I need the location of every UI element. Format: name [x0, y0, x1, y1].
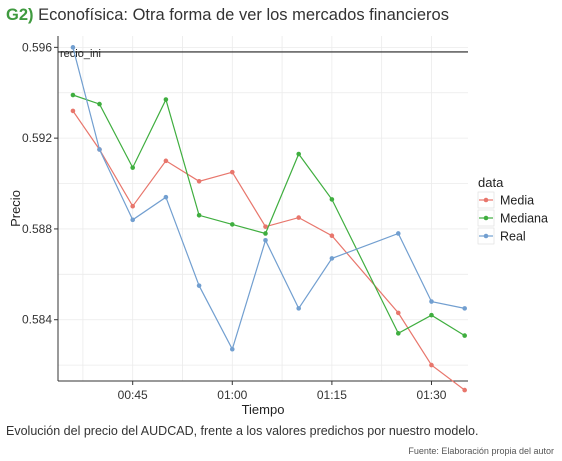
data-point-mediana [229, 222, 235, 227]
plot-panel [58, 36, 468, 381]
data-point-media [296, 215, 301, 220]
data-point-media [462, 387, 467, 393]
data-point-real [163, 194, 169, 200]
figure-tag: G2) [6, 6, 34, 24]
data-point-mediana [163, 97, 169, 102]
legend-key-point [483, 215, 489, 221]
x-axis-title: Tiempo [242, 402, 285, 417]
data-point-real [229, 346, 235, 352]
data-point-media [429, 362, 434, 368]
data-point-mediana [296, 151, 301, 157]
data-point-real [462, 306, 467, 311]
data-point-media [163, 158, 169, 164]
data-point-mediana [263, 231, 268, 236]
legend-label-mediana: Mediana [500, 212, 548, 226]
series-line-real [72, 47, 465, 351]
data-point-mediana [70, 92, 76, 98]
reference-line-label: recio_ini [60, 48, 101, 60]
series-line-media [72, 110, 466, 391]
figure-caption: Evolución del precio del AUDCAD, frente … [6, 424, 479, 438]
data-point-media [229, 169, 235, 175]
legend-key-point [483, 233, 489, 239]
data-point-real [97, 147, 102, 152]
data-point-media [70, 108, 76, 114]
data-point-media [130, 203, 135, 209]
data-point-real [429, 299, 434, 304]
data-point-mediana [97, 101, 102, 107]
data-point-media [263, 224, 268, 229]
data-point-mediana [462, 333, 467, 338]
legend-key-point [483, 197, 489, 203]
data-point-mediana [395, 331, 401, 336]
y-tick-label: 0.584 [22, 313, 52, 327]
data-point-media [196, 178, 202, 184]
data-point-mediana [329, 197, 335, 202]
figure-header: G2) Econofísica: Otra forma de ver los m… [6, 6, 449, 25]
data-point-real [263, 237, 268, 243]
x-tick-label: 01:30 [416, 388, 446, 402]
legend-title: data [478, 175, 504, 190]
figure-source: Fuente: Elaboración propia del autor [408, 446, 554, 456]
data-point-mediana [130, 165, 135, 170]
data-point-real [395, 231, 401, 236]
data-point-mediana [429, 312, 434, 318]
data-point-media [329, 233, 335, 239]
y-tick-label: 0.592 [22, 131, 52, 145]
data-point-real [196, 283, 202, 288]
data-point-real [130, 217, 135, 223]
legend-label-real: Real [500, 230, 526, 244]
series-line-mediana [72, 94, 466, 337]
x-tick-label: 00:45 [118, 388, 148, 402]
y-tick-label: 0.596 [22, 40, 52, 54]
data-point-real [70, 45, 76, 50]
y-tick-label: 0.588 [22, 222, 52, 236]
figure-title: Econofísica: Otra forma de ver los merca… [38, 6, 449, 24]
x-tick-label: 01:00 [217, 388, 247, 402]
legend-label-media: Media [500, 194, 534, 208]
data-point-media [395, 310, 401, 316]
data-point-real [329, 256, 335, 261]
x-tick-label: 01:15 [317, 388, 347, 402]
y-axis-title: Precio [8, 190, 23, 227]
data-point-real [296, 306, 301, 311]
data-point-mediana [196, 213, 202, 218]
